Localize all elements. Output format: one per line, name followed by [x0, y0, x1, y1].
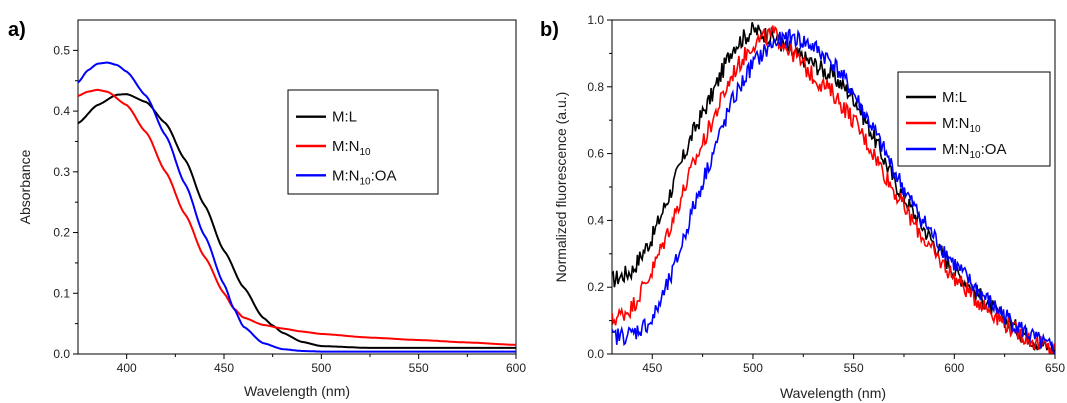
plot-frame: [77, 19, 517, 355]
series-line-m-n10-oa: [612, 28, 1055, 354]
y-tick-label: 0.0: [53, 347, 70, 361]
legend-entry-label: M:L: [332, 109, 357, 126]
panel-a-label: a): [8, 19, 26, 41]
panel-b-label: b): [540, 19, 559, 41]
panel-a-y-axis-label: Absorbance: [17, 149, 33, 224]
y-tick-label: 0.2: [53, 226, 70, 240]
y-tick-label: 0.4: [587, 213, 604, 227]
y-tick-label: 0.0: [587, 347, 604, 361]
legend-entry-label: M:N10:OA: [332, 167, 396, 187]
series-line-m-l: [612, 22, 1055, 354]
series-line-m-n10: [612, 25, 1055, 354]
legend-entry-label: M:L: [942, 89, 967, 106]
x-tick-label: 600: [506, 361, 526, 375]
panel-b-x-axis-label: Wavelength (nm): [780, 385, 886, 401]
y-tick-label: 0.6: [587, 147, 604, 161]
panel-a-x-axis-label: Wavelength (nm): [244, 383, 350, 399]
x-tick-label: 550: [844, 361, 864, 375]
x-tick-label: 650: [1045, 361, 1065, 375]
y-tick-label: 0.1: [53, 286, 70, 300]
y-tick-label: 0.2: [587, 280, 604, 294]
legend-box: [897, 71, 1051, 167]
x-tick-label: 450: [642, 361, 662, 375]
x-tick-label: 450: [214, 361, 234, 375]
x-tick-label: 550: [409, 361, 429, 375]
panel-b-fluorescence-chart: b) Normalized fluorescence (a.u.) Wavele…: [540, 13, 1065, 401]
x-tick-label: 500: [743, 361, 763, 375]
series-line-m-l: [78, 93, 516, 349]
x-tick-label: 600: [944, 361, 964, 375]
x-tick-label: 400: [117, 361, 137, 375]
y-tick-label: 1.0: [587, 13, 604, 27]
legend-box: [287, 89, 439, 195]
y-tick-label: 0.8: [587, 80, 604, 94]
y-tick-label: 0.3: [53, 165, 70, 179]
y-tick-label: 0.5: [53, 43, 70, 57]
series-line-m-n10: [78, 88, 516, 346]
panel-a-absorbance-chart: a) Absorbance Wavelength (nm) 400 450 500 5…: [8, 19, 526, 399]
x-tick-label: 500: [311, 361, 331, 375]
panel-b-y-axis-label: Normalized fluorescence (a.u.): [553, 92, 569, 283]
series-line-m-n10-oa: [78, 61, 516, 353]
y-tick-label: 0.4: [53, 104, 70, 118]
legend-entry-label: M:N10:OA: [942, 141, 1006, 161]
